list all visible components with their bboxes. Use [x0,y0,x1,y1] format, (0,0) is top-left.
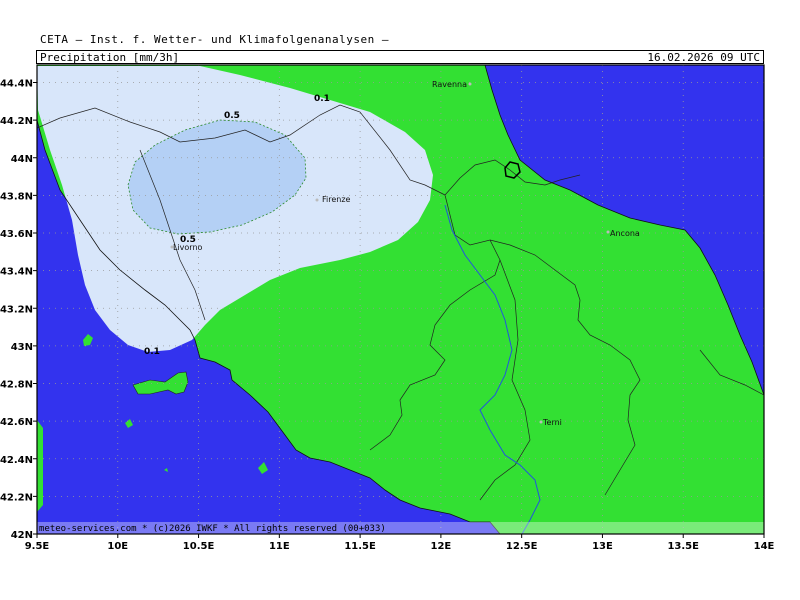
giglio-island [258,462,268,474]
x-tick-label: 13E [592,541,613,552]
x-tick-label: 12.5E [506,541,538,552]
x-tick-label: 11.5E [344,541,376,552]
precip-area-medium [127,119,307,235]
grid-lines [37,65,764,534]
y-tick-label: 42.8N [0,380,33,391]
contour-label-top-05: 0.5 [224,111,240,121]
y-tick-label: 44.4N [0,79,33,90]
city-label-firenze: Firenze [322,195,351,204]
map-frame [36,64,765,535]
y-tick-label: 44N [11,154,33,165]
y-tick-label: 43.6N [0,229,33,240]
y-tick-label: 43.2N [0,304,33,315]
y-tick-label: 42.4N [0,455,33,466]
city-label-terni: Terni [542,418,562,427]
montecristo-island [125,419,133,428]
y-tick-label: 43.8N [0,191,33,202]
title-bar: Precipitation [mm/3h] 16.02.2026 09 UTC [36,50,764,64]
elba-island [132,371,189,395]
y-tick-label: 43.4N [0,267,33,278]
contour-label-top-01: 0.1 [314,94,330,104]
coastlines [37,65,764,534]
city-label-ravenna: Ravenna [432,80,467,89]
x-tick-label: 9.5E [25,541,50,552]
capraia-island [83,334,93,346]
y-tick-label: 44.2N [0,116,33,127]
san-marino-border [504,161,521,179]
credit-text: meteo-services.com * (c)2026 IWKF * All … [39,524,386,534]
corsica-coast [37,420,43,512]
contour-label-left-05: 0.5 [180,235,196,245]
x-tick-label: 10.5E [183,541,215,552]
x-axis: 9.5E 10E 10.5E 11E 11.5E 12E 12.5E 13E 13.5E 14E [25,534,775,552]
y-tick-label: 42.6N [0,417,33,428]
city-markers [170,82,610,424]
city-label-ancona: Ancona [610,229,640,238]
x-tick-label: 12E [431,541,452,552]
x-tick-label: 11E [269,541,290,552]
credit-strip [37,522,764,534]
y-tick-label: 42N [11,530,33,541]
giannutri-island [164,468,168,472]
map-title: Precipitation [mm/3h] [40,51,180,64]
contour-label-bottom-01: 0.1 [144,347,160,357]
institution-header: CETA — Inst. f. Wetter- und Klimafolgena… [40,33,390,46]
y-axis: 44.4N 44.2N 44N 43.8N 43.6N 43.4N 43.2N 43N 42.8… [0,79,37,541]
tiber-river [444,204,541,534]
valid-time: 16.02.2026 09 UTC [647,51,760,64]
x-tick-label: 14E [754,541,775,552]
x-tick-label: 13.5E [667,541,699,552]
x-tick-label: 10E [107,541,128,552]
y-tick-label: 43N [11,342,33,353]
region-borders [37,104,764,501]
city-label-livorno: Livorno [173,243,203,252]
y-tick-label: 42.2N [0,492,33,503]
